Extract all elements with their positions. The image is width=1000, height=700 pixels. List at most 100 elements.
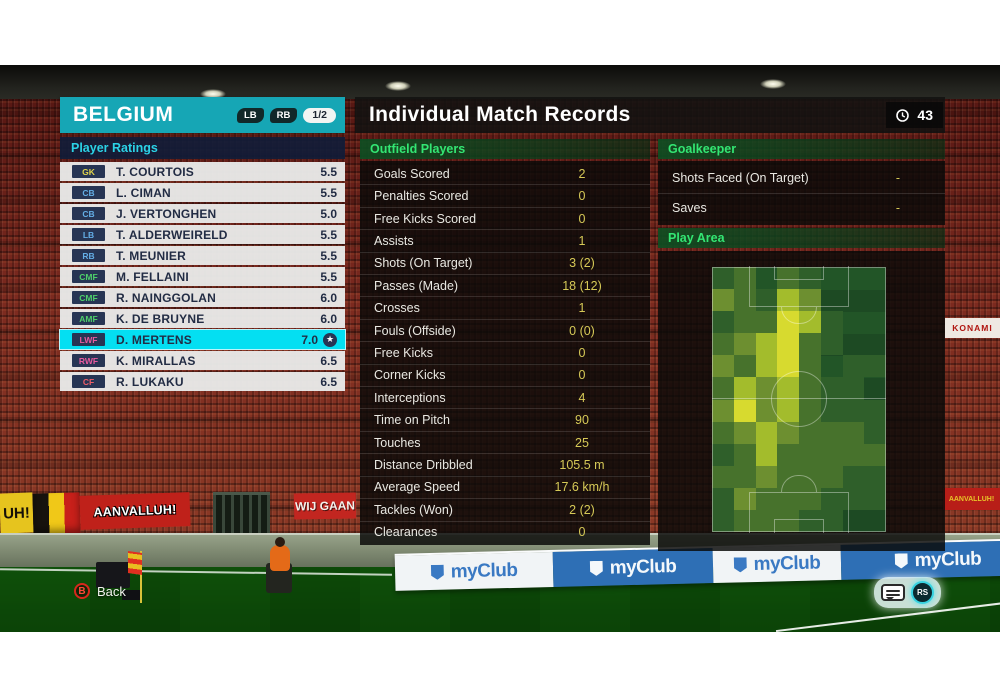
corner-flag	[128, 551, 142, 575]
heatmap-cell	[820, 509, 843, 532]
stat-row: Time on Pitch 90	[360, 408, 650, 430]
position-badge: GK	[72, 165, 105, 178]
chat-icon[interactable]	[881, 584, 905, 601]
heatmap-cell	[842, 377, 865, 400]
player-name: T. COURTOIS	[116, 164, 194, 179]
right-stick-icon[interactable]: RS	[911, 581, 934, 604]
penalty-box-bottom	[749, 492, 849, 533]
roof-light	[760, 79, 786, 89]
shoulder-button-rb[interactable]: RB	[269, 107, 298, 123]
player-row[interactable]: LB T. ALDERWEIRELD 5.5	[60, 225, 345, 244]
stat-row: Clearances 0	[360, 520, 650, 543]
stat-value: 18 (12)	[562, 278, 602, 293]
heatmap-cell	[842, 421, 865, 444]
stat-value: 17.6 km/h	[554, 480, 610, 495]
stat-value: 2 (2)	[569, 502, 595, 517]
stat-row: Corner Kicks 0	[360, 363, 650, 386]
heatmap-cell	[733, 465, 756, 488]
back-button[interactable]: B Back	[74, 583, 126, 599]
player-name: L. CIMAN	[116, 185, 171, 200]
heatmap-cell	[820, 465, 843, 488]
stat-label: Goals Scored	[374, 166, 450, 181]
player-rating: 5.5	[320, 269, 337, 284]
player-row[interactable]: LWF D. MERTENS 7.0 ★	[60, 330, 345, 349]
roof-light	[385, 81, 411, 91]
player-rating: 5.5	[320, 164, 337, 179]
player-ratings-list: GK T. COURTOIS 5.5 CB L. CIMAN 5.5 CB J. VERTON…	[60, 162, 345, 393]
player-name: T. ALDERWEIRELD	[116, 227, 228, 242]
play-area-section-header: Play Area	[658, 228, 945, 248]
center-circle	[771, 371, 827, 427]
player-row[interactable]: CMF M. FELLAINI 5.5	[60, 267, 345, 286]
stat-label: Interceptions	[374, 390, 446, 405]
player-name: K. DE BRUYNE	[116, 311, 205, 326]
position-badge: RB	[72, 249, 105, 262]
heatmap-cell	[777, 421, 799, 444]
heatmap-cell	[733, 333, 756, 356]
player-row[interactable]: CB J. VERTONGHEN 5.0	[60, 204, 345, 223]
heatmap-cell	[842, 399, 865, 422]
stat-row: Distance Dribbled 105.5 m	[360, 453, 650, 475]
heatmap-cell	[712, 465, 734, 488]
stat-label: Distance Dribbled	[374, 457, 473, 472]
player-row[interactable]: RB T. MEUNIER 5.5	[60, 246, 345, 265]
goalkeeper-title: Goalkeeper	[668, 142, 737, 156]
stat-label: Crosses	[374, 301, 420, 316]
heatmap-cell	[755, 509, 778, 532]
play-area-panel	[658, 251, 945, 551]
goal-area-bottom	[774, 519, 824, 533]
shoulder-button-lb[interactable]: LB	[236, 107, 264, 123]
heatmap-cell	[799, 289, 821, 312]
heatmap-cell	[712, 509, 734, 532]
stat-row: Average Speed 17.6 km/h	[360, 475, 650, 498]
stat-label: Touches	[374, 435, 421, 450]
player-row[interactable]: CF R. LUKAKU 6.5	[60, 372, 345, 391]
stat-label: Time on Pitch	[374, 413, 450, 428]
myclub-ad-segment: myClub	[552, 548, 714, 587]
heatmap-cell	[777, 289, 799, 312]
game-frame: KONAMI AANVALLUH! UH! AANVALLUH! WIJ GAA…	[0, 65, 1000, 632]
myclub-shield-icon	[894, 553, 907, 568]
position-badge: CMF	[72, 270, 105, 283]
stat-label: Clearances	[374, 525, 438, 540]
pitch-line	[712, 267, 886, 532]
back-label: Back	[97, 583, 126, 599]
myclub-shield-icon	[590, 561, 603, 576]
heatmap-cell	[712, 443, 734, 466]
heatmap-cell	[755, 443, 778, 466]
heatmap-cell	[712, 487, 734, 510]
star-icon: ★	[323, 332, 337, 347]
heatmap-cell	[712, 377, 734, 400]
corner-flag-pole	[140, 551, 142, 603]
player-row[interactable]: CB L. CIMAN 5.5	[60, 183, 345, 202]
player-row[interactable]: RWF K. MIRALLAS 6.5	[60, 351, 345, 370]
player-row[interactable]: CMF R. NAINGGOLAN 6.0	[60, 288, 345, 307]
stat-value: 1	[578, 233, 586, 248]
crowd-banner-uh: UH!	[0, 492, 34, 534]
player-rating: 7.0	[301, 332, 318, 347]
player-rating: 5.5	[320, 227, 337, 242]
player-rating: 5.5	[320, 185, 337, 200]
roof-light	[200, 89, 226, 99]
player-row[interactable]: AMF K. DE BRUYNE 6.0	[60, 309, 345, 328]
heatmap-cell	[733, 289, 756, 312]
play-area-title: Play Area	[668, 231, 725, 245]
position-badge: RWF	[72, 354, 105, 367]
heatmap-cell	[842, 443, 865, 466]
heatmap-cell	[712, 311, 734, 334]
heatmap-cell	[755, 289, 778, 312]
stat-row: Free Kicks Scored 0	[360, 206, 650, 229]
steward	[270, 545, 290, 571]
heatmap-cell	[864, 421, 886, 444]
heatmap-cell	[733, 443, 756, 466]
player-row[interactable]: GK T. COURTOIS 5.5	[60, 162, 345, 181]
konami-sign: KONAMI	[945, 318, 1000, 338]
match-clock: 43	[886, 102, 943, 128]
heatmap-cell	[799, 267, 821, 290]
team-name: BELGIUM	[73, 103, 174, 126]
stat-value: 0	[578, 189, 586, 204]
heatmap-cell	[799, 487, 821, 510]
goalkeeper-section-header: Goalkeeper	[658, 139, 945, 159]
stat-value: 25	[575, 435, 589, 450]
player-ratings-header: Player Ratings	[60, 137, 345, 159]
